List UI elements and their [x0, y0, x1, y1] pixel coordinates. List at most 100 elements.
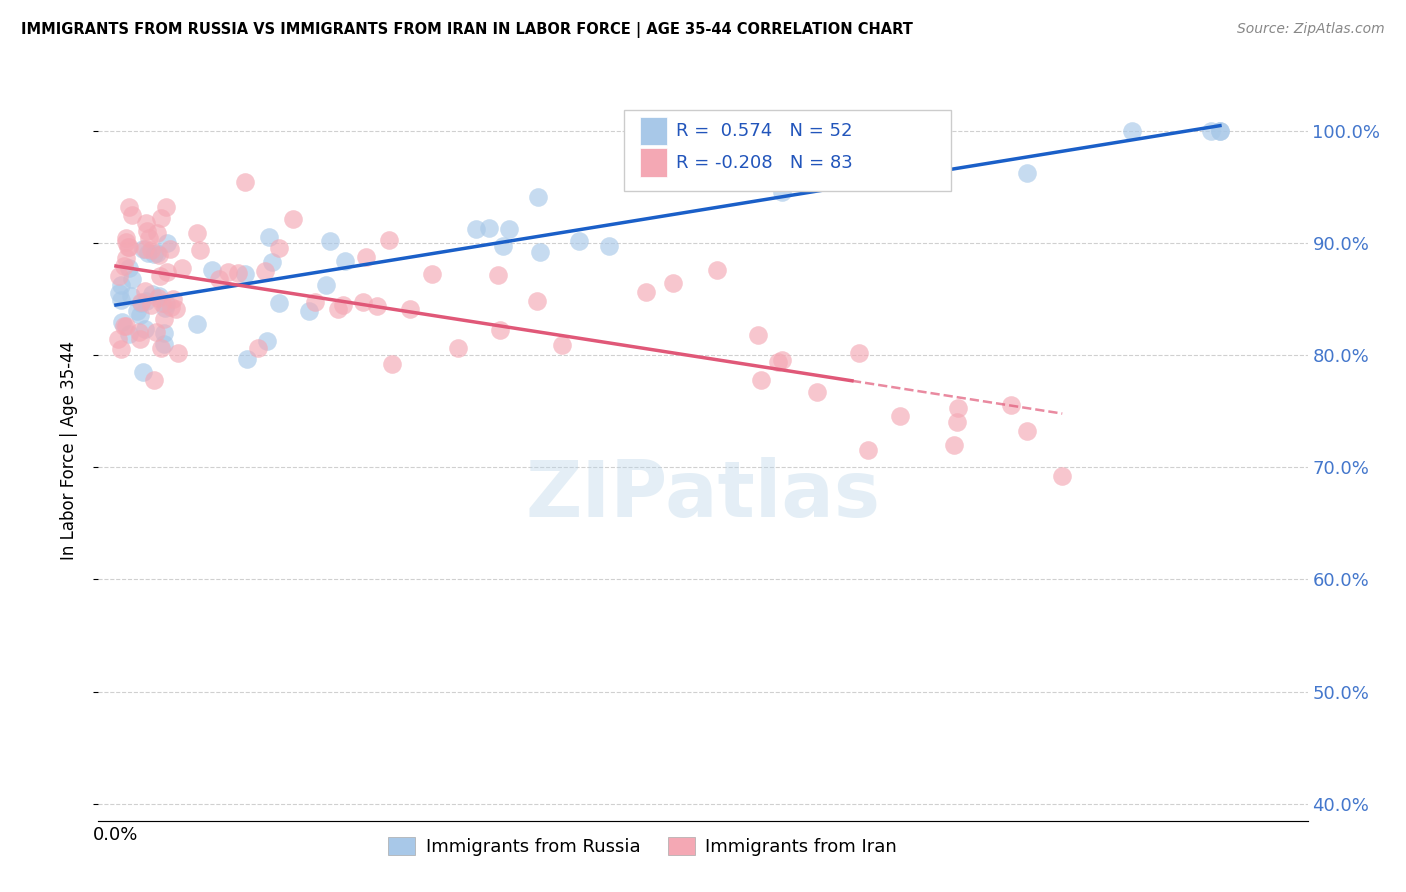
- Point: [125, 304, 148, 318]
- Point: [170, 260, 193, 275]
- Point: [381, 358, 404, 372]
- Point: [115, 231, 138, 245]
- Point: [247, 342, 270, 356]
- Point: [136, 245, 159, 260]
- Point: [115, 319, 138, 334]
- Point: [155, 297, 177, 311]
- Point: [770, 186, 793, 200]
- Point: [135, 216, 157, 230]
- FancyBboxPatch shape: [640, 117, 666, 145]
- Point: [110, 293, 132, 307]
- Point: [942, 437, 965, 451]
- Point: [551, 337, 574, 351]
- Point: [352, 295, 374, 310]
- Point: [129, 308, 152, 322]
- Point: [200, 263, 222, 277]
- Point: [149, 268, 172, 283]
- Point: [233, 175, 256, 189]
- Point: [662, 277, 685, 291]
- Point: [150, 211, 173, 226]
- Point: [141, 243, 163, 257]
- Point: [132, 242, 155, 256]
- Point: [260, 255, 283, 269]
- Point: [1017, 166, 1039, 180]
- Point: [208, 272, 231, 286]
- Point: [135, 294, 157, 309]
- Point: [165, 301, 187, 316]
- Y-axis label: In Labor Force | Age 35-44: In Labor Force | Age 35-44: [59, 341, 77, 560]
- Point: [841, 148, 863, 162]
- Point: [806, 385, 828, 400]
- Point: [770, 352, 793, 367]
- Point: [447, 341, 470, 355]
- Point: [153, 301, 176, 315]
- Point: [128, 325, 150, 339]
- Point: [159, 300, 181, 314]
- Point: [267, 241, 290, 255]
- Point: [107, 332, 129, 346]
- Point: [489, 323, 512, 337]
- Point: [188, 244, 211, 258]
- Point: [298, 303, 321, 318]
- Point: [1052, 469, 1074, 483]
- Point: [134, 285, 156, 299]
- Point: [118, 200, 141, 214]
- Point: [143, 247, 166, 261]
- Point: [153, 326, 176, 341]
- Point: [486, 268, 509, 283]
- Point: [141, 287, 163, 301]
- Point: [148, 289, 170, 303]
- Point: [1000, 398, 1022, 412]
- FancyBboxPatch shape: [640, 148, 666, 177]
- Point: [118, 240, 141, 254]
- Point: [153, 336, 176, 351]
- FancyBboxPatch shape: [624, 110, 950, 191]
- Point: [315, 278, 337, 293]
- Point: [159, 242, 181, 256]
- Point: [118, 327, 141, 342]
- Point: [112, 259, 135, 273]
- Text: ZIPatlas: ZIPatlas: [526, 457, 880, 533]
- Point: [526, 293, 548, 308]
- Point: [856, 443, 879, 458]
- Point: [146, 245, 169, 260]
- Point: [129, 296, 152, 310]
- Point: [1209, 124, 1232, 138]
- Point: [478, 221, 501, 235]
- Point: [112, 319, 135, 334]
- Point: [117, 240, 139, 254]
- Text: R = -0.208   N = 83: R = -0.208 N = 83: [676, 154, 853, 172]
- Point: [464, 222, 486, 236]
- Point: [108, 268, 131, 283]
- Point: [529, 245, 551, 260]
- Point: [1121, 124, 1143, 138]
- Point: [148, 248, 170, 262]
- Point: [153, 312, 176, 326]
- Point: [186, 226, 208, 240]
- Point: [167, 346, 190, 360]
- Point: [155, 200, 177, 214]
- Text: R =  0.574   N = 52: R = 0.574 N = 52: [676, 122, 853, 140]
- Point: [156, 235, 179, 250]
- Point: [257, 230, 280, 244]
- Point: [267, 295, 290, 310]
- Text: IMMIGRANTS FROM RUSSIA VS IMMIGRANTS FROM IRAN IN LABOR FORCE | AGE 35-44 CORREL: IMMIGRANTS FROM RUSSIA VS IMMIGRANTS FRO…: [21, 22, 912, 38]
- Point: [281, 212, 304, 227]
- Point: [848, 346, 870, 360]
- Point: [378, 233, 401, 247]
- Point: [135, 224, 157, 238]
- Point: [115, 235, 138, 249]
- Point: [526, 190, 548, 204]
- Point: [332, 298, 354, 312]
- Point: [1209, 124, 1232, 138]
- Text: Source: ZipAtlas.com: Source: ZipAtlas.com: [1237, 22, 1385, 37]
- Point: [121, 208, 143, 222]
- Point: [946, 401, 969, 416]
- Point: [256, 334, 278, 349]
- Point: [356, 250, 378, 264]
- Point: [110, 315, 132, 329]
- Point: [117, 261, 139, 276]
- Point: [217, 265, 239, 279]
- Point: [141, 298, 163, 312]
- Point: [145, 326, 167, 340]
